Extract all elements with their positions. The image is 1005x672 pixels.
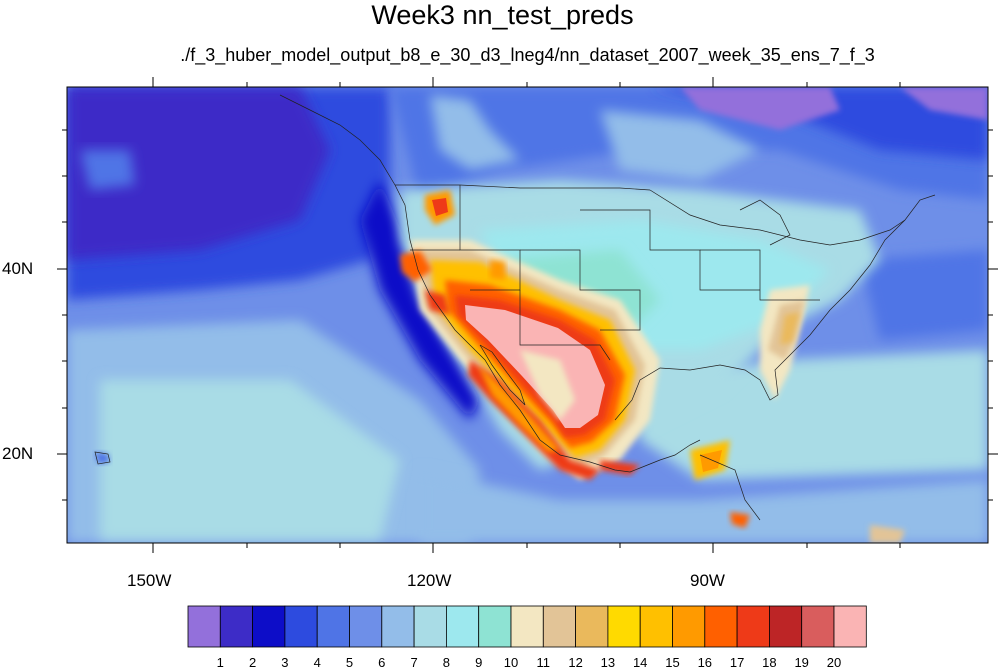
colorbar-swatch: [316, 605, 350, 648]
colorbar: [187, 605, 867, 648]
colorbar-swatch: [833, 605, 867, 648]
map-title: Week3 nn_test_preds: [371, 0, 634, 30]
colorbar-label: 11: [536, 655, 551, 670]
lon-label-150w: 150W: [127, 571, 172, 590]
lon-label-90w: 90W: [690, 571, 725, 590]
colorbar-swatch: [252, 605, 286, 648]
colorbar-label: 7: [410, 655, 418, 670]
colorbar-label: 2: [248, 655, 257, 670]
contour-field: [67, 87, 988, 543]
colorbar-label: 5: [345, 655, 354, 670]
colorbar-swatch: [672, 605, 706, 648]
colorbar-label: 9: [475, 655, 483, 670]
map-subtitle: ./f_3_huber_model_output_b8_e_30_d3_lneg…: [180, 45, 875, 65]
colorbar-label: 19: [794, 655, 809, 670]
axis-minor-ticks: [62, 82, 993, 548]
colorbar-swatch: [445, 605, 480, 648]
colorbar-swatch: [478, 605, 512, 648]
colorbar-label: 1: [216, 655, 224, 670]
colorbar-label: 15: [665, 655, 680, 670]
lat-label-20n: 20N: [2, 444, 34, 463]
colorbar-label: 12: [568, 655, 583, 670]
colorbar-swatch: [639, 605, 673, 648]
colorbar-swatch: [381, 605, 415, 648]
lat-label-40n: 40N: [2, 259, 34, 278]
colorbar-label: 3: [281, 655, 289, 670]
colorbar-swatch: [284, 605, 318, 648]
colorbar-label: 14: [632, 655, 648, 670]
colorbar-swatch: [736, 605, 770, 648]
colorbar-label: 4: [313, 655, 321, 670]
colorbar-swatch: [801, 605, 835, 648]
colorbar-swatch: [704, 605, 738, 648]
coastlines: [94, 94, 936, 521]
colorbar-label: 10: [503, 655, 519, 670]
colorbar-swatch: [769, 605, 803, 648]
colorbar-label: 20: [826, 655, 842, 670]
colorbar-label: 6: [378, 655, 386, 670]
colorbar-swatch: [219, 605, 254, 648]
colorbar-swatch: [542, 605, 576, 648]
colorbar-label: 8: [442, 655, 450, 670]
colorbar-swatch: [187, 605, 221, 648]
colorbar-swatch: [349, 605, 383, 648]
colorbar-swatch: [575, 605, 609, 648]
colorbar-label: 16: [697, 655, 713, 670]
colorbar-swatch: [607, 605, 641, 648]
colorbar-swatch: [510, 605, 544, 648]
lon-label-120w: 120W: [407, 571, 452, 590]
colorbar-label: 17: [729, 655, 745, 670]
colorbar-swatch: [413, 605, 447, 648]
axis-ticks: [57, 77, 998, 553]
colorbar-label: 13: [600, 655, 616, 670]
colorbar-label: 18: [762, 655, 777, 670]
